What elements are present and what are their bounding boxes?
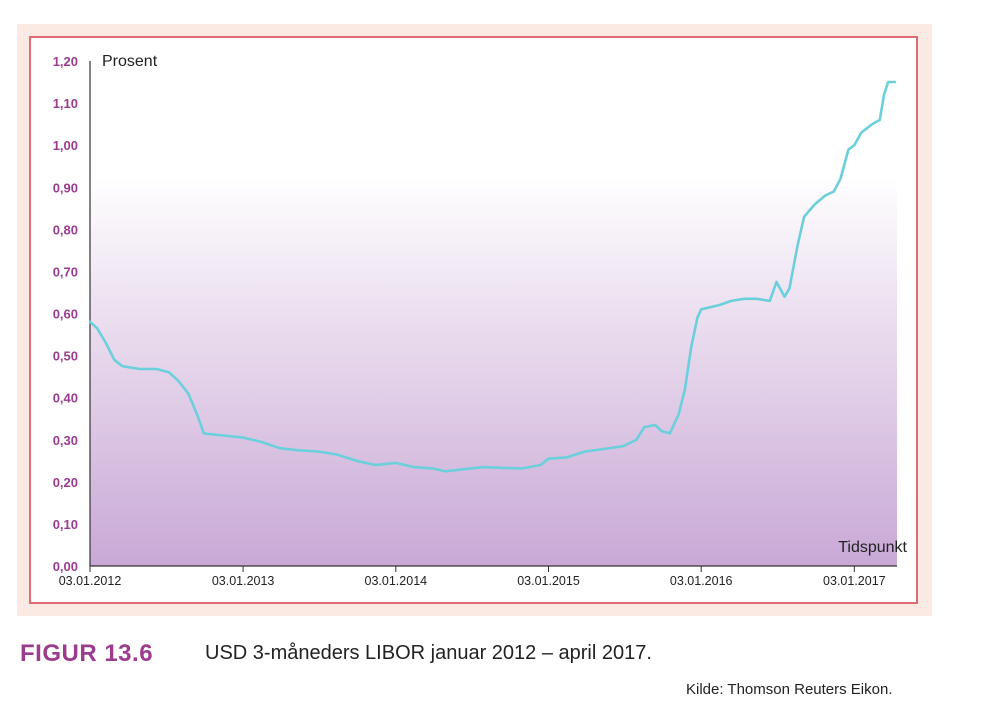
y-tick-label: 0,30 [53,433,78,448]
y-tick-label: 1,10 [53,96,78,111]
y-tick-label: 0,00 [53,559,78,574]
figure-caption: USD 3-måneders LIBOR januar 2012 – april… [205,642,652,664]
x-axis: 03.01.2012 03.01.2013 03.01.2014 03.01.2015… [59,565,897,588]
y-tick-label: 1,00 [53,138,78,153]
y-tick-label: 0,90 [53,180,78,195]
x-tick-label: 03.01.2014 [365,574,428,588]
line-chart: 0,00 0,10 0,20 0,30 0,40 0,50 0,60 0,70 0,80 0,90… [29,36,918,604]
x-tick-label: 03.01.2015 [517,574,580,588]
y-tick-label: 0,40 [53,391,78,406]
y-tick-label: 0,60 [53,307,78,322]
y-tick-label: 0,20 [53,475,78,490]
y-axis: 0,00 0,10 0,20 0,30 0,40 0,50 0,60 0,70 0,80 0,90… [53,54,91,574]
libor-line [88,80,897,473]
chart-frame: 0,00 0,10 0,20 0,30 0,40 0,50 0,60 0,70 0,80 0,90… [17,24,932,616]
x-tick-label: 03.01.2013 [212,574,275,588]
x-tick-label: 03.01.2016 [670,574,733,588]
y-tick-label: 0,50 [53,349,78,364]
x-axis-label: Tidspunkt [838,539,907,556]
y-tick-label: 0,10 [53,517,78,532]
y-tick-label: 0,70 [53,264,78,279]
figure-label: FIGUR 13.6 [20,640,154,667]
y-axis-label: Prosent [102,53,158,70]
plot-area-background [90,174,897,566]
x-tick-label: 03.01.2012 [59,574,122,588]
y-tick-label: 1,20 [53,54,78,69]
y-tick-label: 0,80 [53,222,78,237]
x-tick-label: 03.01.2017 [823,574,886,588]
source-note: Kilde: Thomson Reuters Eikon. [686,681,893,698]
